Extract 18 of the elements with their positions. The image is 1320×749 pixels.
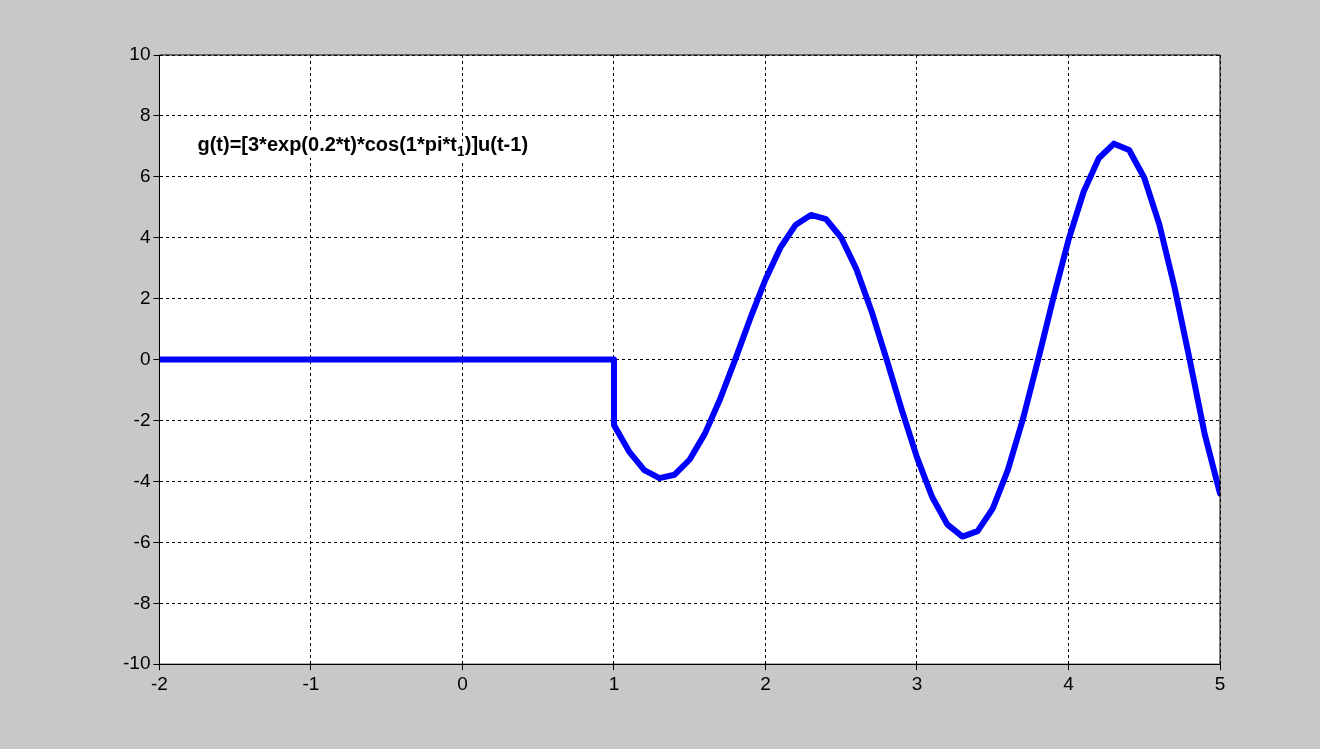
x-tick-label: 2 xyxy=(760,672,771,694)
y-tick-label: -8 xyxy=(133,591,151,613)
y-tick-label: 0 xyxy=(139,347,151,369)
x-tick-label: -1 xyxy=(302,672,320,694)
x-tick-label: 0 xyxy=(457,672,468,694)
y-tick-label: 6 xyxy=(139,165,151,187)
y-tick-label: -2 xyxy=(133,408,151,430)
y-tick-label: -4 xyxy=(133,469,151,491)
y-tick-label: 10 xyxy=(129,43,151,65)
y-tick-label: -10 xyxy=(122,652,151,674)
y-tick-label: -6 xyxy=(133,530,151,552)
x-tick-label: 5 xyxy=(1214,672,1226,694)
x-tick-label: 4 xyxy=(1063,672,1075,694)
x-tick-label: 3 xyxy=(911,672,923,694)
y-tick-label: 4 xyxy=(139,225,151,247)
x-tick-label: 1 xyxy=(608,672,620,694)
y-tick-label: 8 xyxy=(139,104,151,126)
y-tick-label: 2 xyxy=(139,286,151,308)
